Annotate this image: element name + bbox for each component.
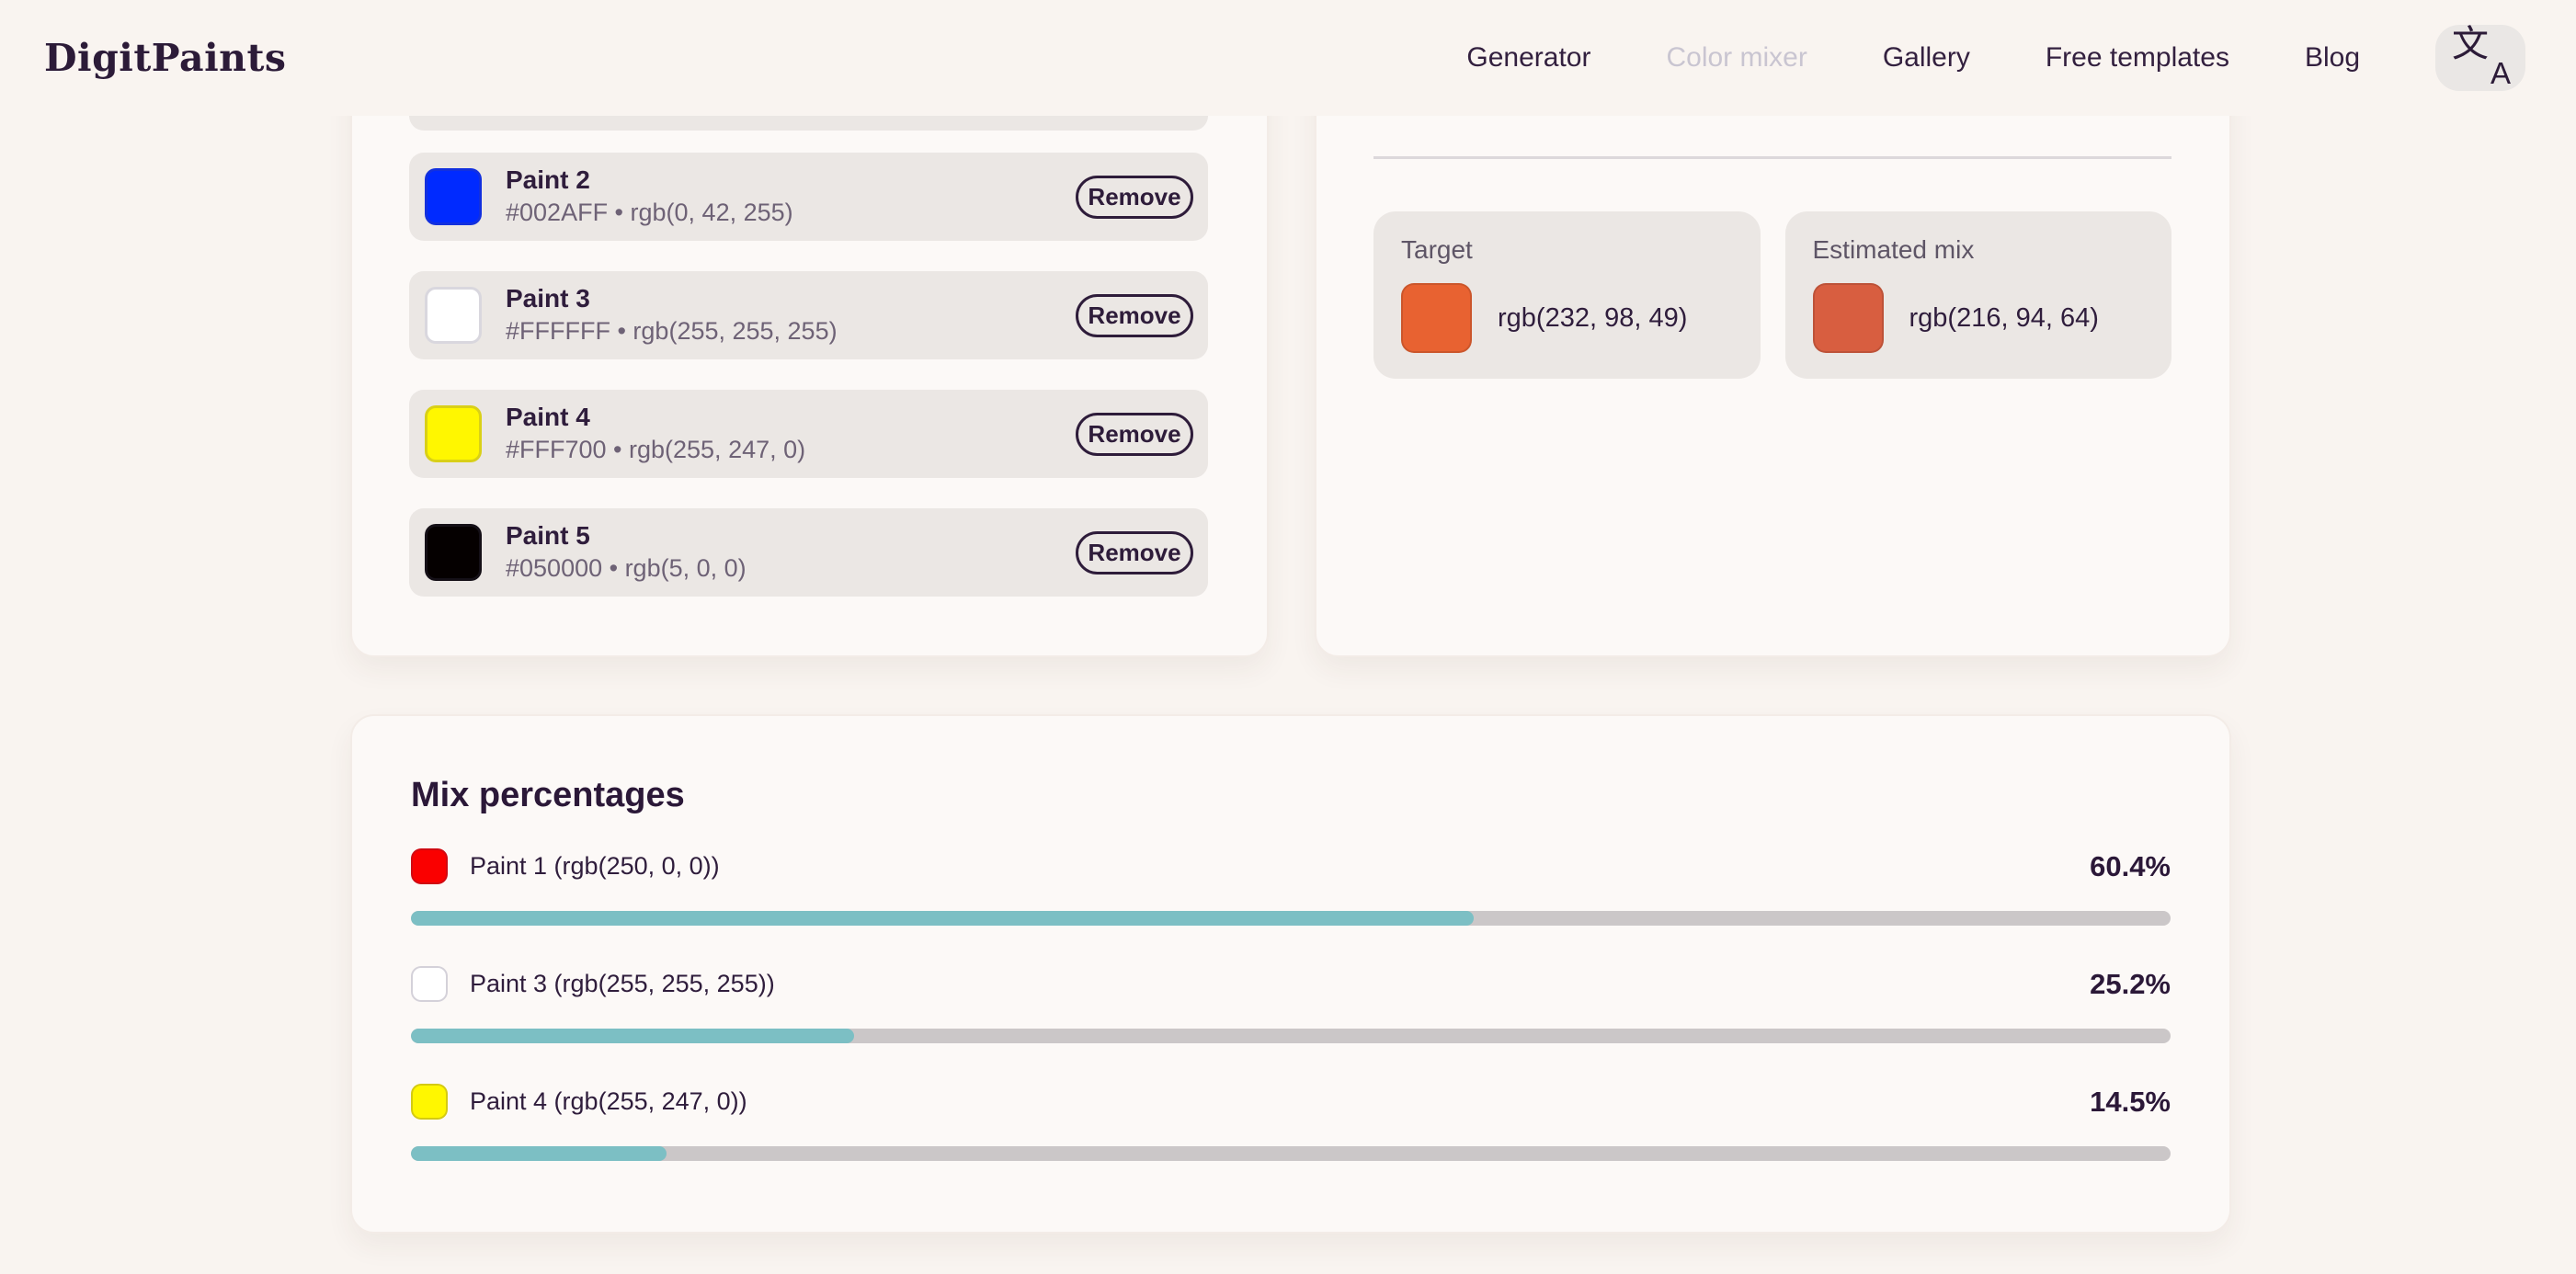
paint-item: Paint 3 #FFFFFF • rgb(255, 255, 255) Rem… [409, 271, 1208, 359]
paint-item: Paint 4 #FFF700 • rgb(255, 247, 0) Remov… [409, 390, 1208, 478]
paint-color-swatch [425, 524, 482, 581]
paint-name: Paint 2 [506, 165, 590, 195]
progress-bar-track [411, 910, 2171, 926]
remove-button[interactable]: Remove [1076, 293, 1193, 337]
nav-link-gallery[interactable]: Gallery [1882, 42, 1970, 73]
paint-list: Paint 2 #002AFF • rgb(0, 42, 255) Remove… [409, 153, 1208, 597]
language-button[interactable]: 文 A [2435, 25, 2525, 91]
nav-link-free-templates[interactable]: Free templates [2045, 42, 2229, 73]
paint-name: Paint 3 [506, 284, 590, 313]
mix-percentages-title: Mix percentages [411, 776, 685, 814]
paint-name: Paint 4 [506, 403, 590, 432]
mix-percent-value: 25.2% [2090, 967, 2171, 1000]
remove-button[interactable]: Remove [1076, 412, 1193, 456]
paint-item: Paint 5 #050000 • rgb(5, 0, 0) Remove [409, 508, 1208, 597]
mix-color-swatch [411, 966, 448, 1003]
mix-paint-label: Paint 3 (rgb(255, 255, 255)) [470, 970, 775, 998]
paint-color-swatch [425, 287, 482, 344]
paint-color-swatch [425, 168, 482, 225]
mix-percent-value: 14.5% [2090, 1085, 2171, 1118]
mix-color-swatch [411, 1084, 448, 1120]
nav-link-generator[interactable]: Generator [1466, 42, 1591, 73]
estimated-mix-color-swatch [1812, 283, 1884, 353]
target-color-swatch [1401, 283, 1472, 353]
mix-paint-label: Paint 4 (rgb(255, 247, 0)) [470, 1087, 747, 1116]
estimated-mix-label: Estimated mix [1812, 235, 1975, 264]
mix-row: Paint 4 (rgb(255, 247, 0)) 14.5% [411, 1084, 2171, 1161]
paint-name: Paint 5 [506, 521, 590, 551]
progress-bar-track [411, 1145, 2171, 1161]
logo[interactable]: DigitPaints [44, 36, 287, 80]
progress-bar-track [411, 1028, 2171, 1043]
main-nav: Generator Color mixer Gallery Free templ… [1466, 25, 2525, 91]
remove-button[interactable]: Remove [1076, 530, 1193, 574]
estimated-mix-tile: Estimated mix rgb(216, 94, 64) [1784, 211, 2171, 379]
nav-link-blog[interactable]: Blog [2304, 42, 2360, 73]
mix-percentages-panel: Mix percentages Paint 1 (rgb(250, 0, 0))… [350, 714, 2231, 1234]
mix-color-swatch [411, 848, 448, 885]
target-rgb-value: rgb(232, 98, 49) [1498, 302, 1688, 333]
estimated-mix-rgb-value: rgb(216, 94, 64) [1909, 302, 2099, 333]
paint-detail: #050000 • rgb(5, 0, 0) [506, 554, 747, 583]
mix-paint-label: Paint 1 (rgb(250, 0, 0)) [470, 852, 720, 881]
paint-color-swatch [425, 405, 482, 462]
header: DigitPaints Generator Color mixer Galler… [0, 0, 2576, 116]
paint-detail: #FFF700 • rgb(255, 247, 0) [506, 436, 806, 464]
remove-button[interactable]: Remove [1076, 175, 1193, 219]
paint-detail: #FFFFFF • rgb(255, 255, 255) [506, 317, 838, 346]
progress-bar-fill [411, 1145, 667, 1161]
divider [1373, 156, 2171, 159]
translate-icon: 文 A [2452, 24, 2511, 90]
target-label: Target [1401, 235, 1473, 264]
paint-detail: #002AFF • rgb(0, 42, 255) [506, 199, 793, 227]
nav-link-color-mixer[interactable]: Color mixer [1666, 42, 1807, 73]
paint-item: Paint 2 #002AFF • rgb(0, 42, 255) Remove [409, 153, 1208, 241]
mix-row: Paint 1 (rgb(250, 0, 0)) 60.4% [411, 848, 2171, 926]
progress-bar-fill [411, 910, 1475, 926]
mix-percent-value: 60.4% [2090, 849, 2171, 882]
progress-bar-fill [411, 1028, 855, 1043]
mix-row: Paint 3 (rgb(255, 255, 255)) 25.2% [411, 966, 2171, 1043]
target-tile: Target rgb(232, 98, 49) [1373, 211, 1761, 379]
